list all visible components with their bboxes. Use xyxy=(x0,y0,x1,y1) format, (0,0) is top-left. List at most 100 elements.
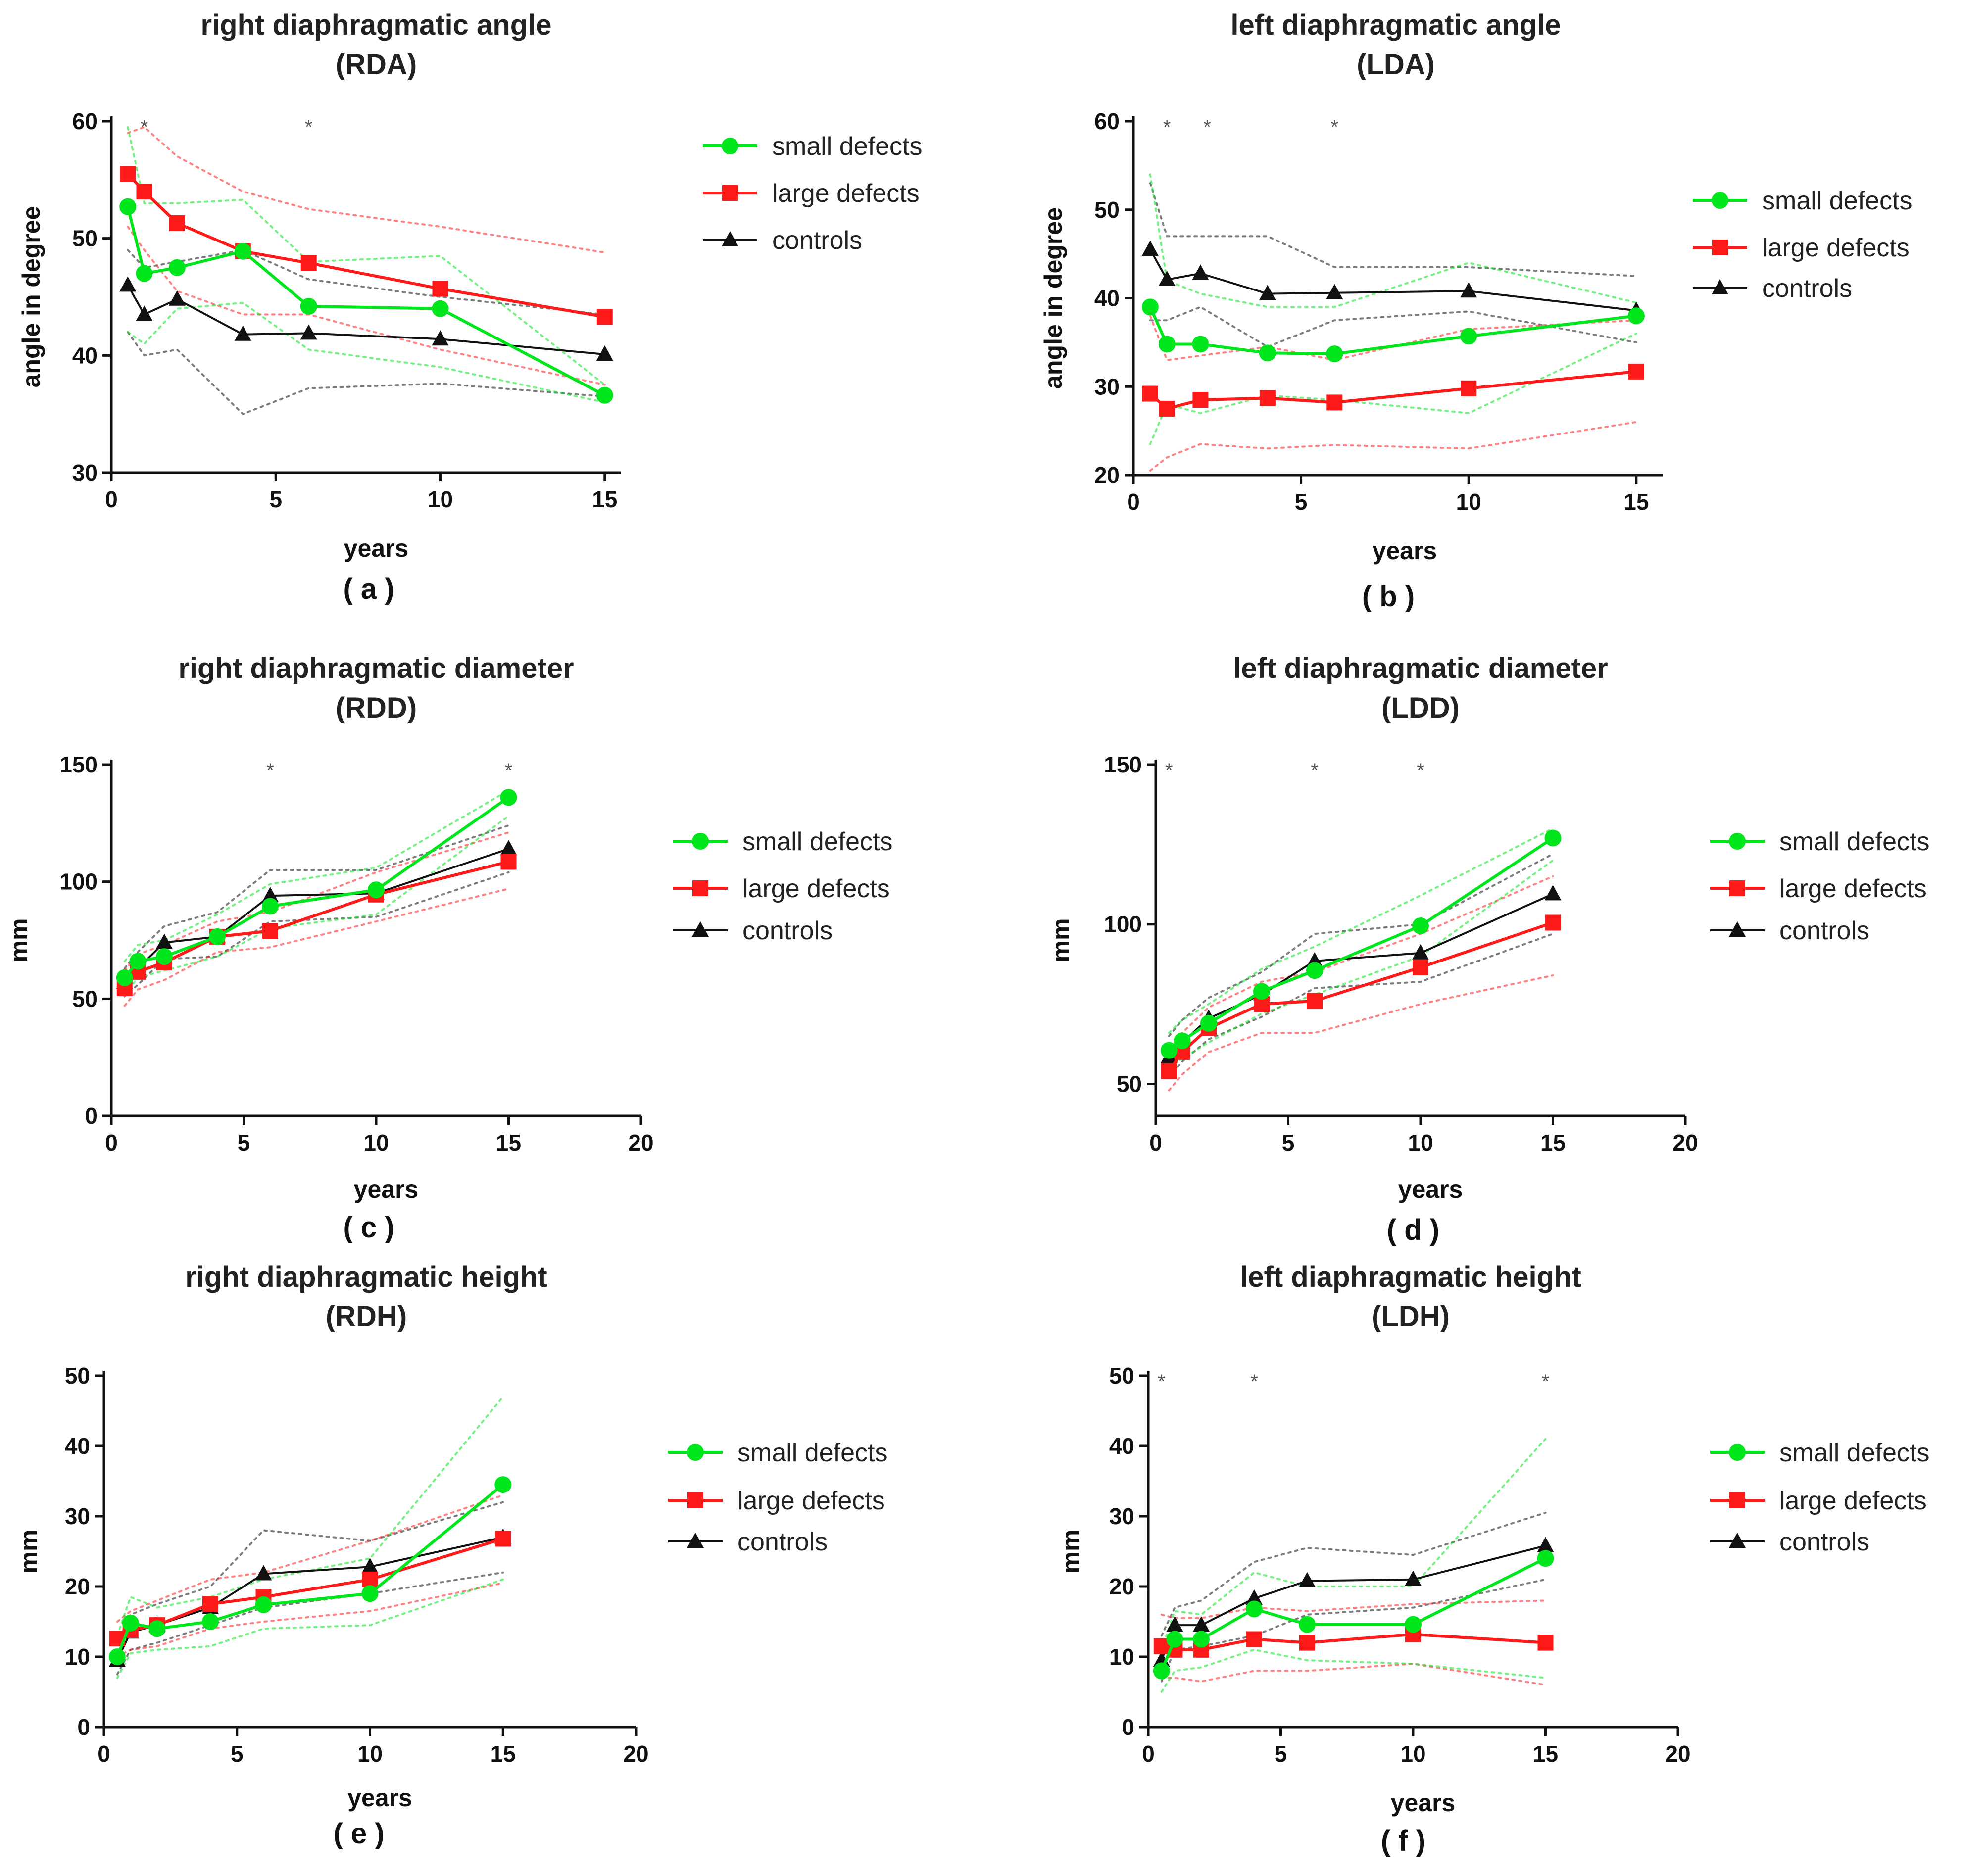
ci-band-lower-large xyxy=(127,226,606,386)
data-point-controls xyxy=(262,887,279,903)
y-tick-label: 30 xyxy=(72,460,98,485)
legend-marker-large xyxy=(687,1492,703,1508)
data-point-small xyxy=(108,1648,126,1665)
data-point-controls xyxy=(168,290,186,306)
x-axis-label: years xyxy=(347,1784,412,1812)
significance-star: * xyxy=(505,760,513,781)
data-point-small xyxy=(136,265,153,282)
y-tick-label: 100 xyxy=(1104,912,1142,937)
x-tick-label: 5 xyxy=(238,1130,250,1155)
data-point-small xyxy=(1299,1616,1316,1633)
y-tick-label: 0 xyxy=(1122,1714,1134,1740)
legend-label-small: small defects xyxy=(1762,187,1912,215)
series-line-controls xyxy=(1149,249,1637,312)
data-point-large xyxy=(495,1531,511,1547)
legend-label-controls: controls xyxy=(742,916,833,945)
data-point-small xyxy=(432,300,449,317)
legend: small defects large defects controls xyxy=(673,827,892,945)
data-point-large xyxy=(1307,993,1323,1009)
y-tick-label: 20 xyxy=(65,1574,90,1599)
x-tick-label: 15 xyxy=(1623,489,1649,515)
data-point-controls xyxy=(1141,241,1159,256)
ci-band-lower-controls xyxy=(123,871,510,998)
data-point-large xyxy=(596,309,613,325)
significance-star: * xyxy=(1165,760,1173,781)
data-point-small xyxy=(1405,1616,1422,1633)
data-point-small xyxy=(1259,344,1276,362)
data-point-small xyxy=(1166,1631,1183,1648)
data-point-small xyxy=(1160,1042,1178,1059)
data-point-small xyxy=(1192,336,1209,353)
x-tick-label: 0 xyxy=(105,1130,118,1155)
x-tick-label: 20 xyxy=(628,1130,653,1155)
legend-marker-large xyxy=(692,880,708,896)
x-tick-label: 0 xyxy=(1142,1741,1155,1767)
legend-marker-small xyxy=(692,833,709,850)
legend: small defects large defects controls xyxy=(1710,1439,1929,1556)
series-line-large xyxy=(123,860,509,989)
y-tick-label: 50 xyxy=(1117,1071,1142,1097)
chart-title: left diaphragmatic diameter xyxy=(1233,652,1608,684)
x-tick-label: 10 xyxy=(363,1130,389,1155)
chart-subtitle: (LDD) xyxy=(1381,692,1460,724)
data-point-small xyxy=(1153,1662,1170,1680)
ci-band-lower-controls xyxy=(1168,933,1554,1079)
y-tick-label: 30 xyxy=(1094,374,1120,399)
data-point-large xyxy=(202,1596,218,1612)
ci-band-upper-small xyxy=(1149,173,1637,308)
x-tick-label: 10 xyxy=(1456,489,1481,515)
y-tick-label: 10 xyxy=(65,1644,90,1670)
data-point-controls xyxy=(1544,885,1562,901)
data-point-small xyxy=(1200,1014,1217,1032)
y-tick-label: 50 xyxy=(72,986,98,1011)
y-tick-label: 0 xyxy=(77,1714,90,1740)
panel-d: left diaphragmatic diameter(LDD)50100150… xyxy=(1047,652,1929,1246)
data-point-small xyxy=(596,386,613,404)
y-tick-label: 10 xyxy=(1109,1644,1134,1670)
legend-marker-controls xyxy=(1729,921,1746,937)
data-point-small xyxy=(368,881,385,899)
x-tick-label: 0 xyxy=(1127,489,1140,515)
data-point-large xyxy=(262,923,278,939)
data-point-controls xyxy=(1158,270,1176,286)
legend: small defects large defects controls xyxy=(668,1439,887,1556)
data-point-controls xyxy=(1405,1570,1422,1586)
ci-band-lower-small xyxy=(1149,333,1637,445)
significance-star: * xyxy=(305,116,313,138)
data-point-controls xyxy=(1537,1537,1554,1552)
ci-band-upper-small xyxy=(116,1395,504,1637)
x-tick-label: 20 xyxy=(1672,1130,1698,1155)
data-point-small xyxy=(1627,307,1645,325)
data-point-small xyxy=(262,898,279,915)
significance-star: * xyxy=(1331,116,1339,138)
chart-subtitle: (RDA) xyxy=(336,48,417,81)
data-point-small xyxy=(1412,917,1429,934)
y-tick-label: 150 xyxy=(59,752,98,777)
data-point-controls xyxy=(1460,282,1477,298)
data-point-small xyxy=(1253,983,1270,1000)
series-line-controls xyxy=(127,285,605,355)
data-point-controls xyxy=(1193,1616,1210,1632)
data-point-small xyxy=(168,259,186,276)
data-point-large xyxy=(1461,380,1477,396)
ci-band-upper-small xyxy=(123,789,510,962)
ci-band-upper-small xyxy=(1168,827,1554,1034)
legend-marker-controls xyxy=(1729,1533,1746,1548)
chart-title: right diaphragmatic diameter xyxy=(178,652,574,684)
legend: small defects large defects controls xyxy=(703,132,922,255)
legend-label-controls: controls xyxy=(737,1528,828,1556)
ci-band-lower-controls xyxy=(127,331,606,416)
data-point-controls xyxy=(156,933,173,949)
data-point-small xyxy=(234,242,251,260)
data-point-controls xyxy=(1299,1572,1316,1587)
x-axis-label: years xyxy=(1391,1789,1456,1817)
data-point-large xyxy=(1159,400,1175,417)
y-tick-label: 20 xyxy=(1109,1574,1134,1599)
data-point-controls xyxy=(1259,285,1276,300)
legend: small defects large defects controls xyxy=(1710,827,1929,945)
significance-star: * xyxy=(1542,1371,1550,1393)
x-tick-label: 15 xyxy=(592,486,617,512)
chart-subtitle: (RDH) xyxy=(326,1300,407,1333)
significance-star: * xyxy=(1158,1371,1166,1393)
x-tick-label: 5 xyxy=(231,1741,244,1767)
